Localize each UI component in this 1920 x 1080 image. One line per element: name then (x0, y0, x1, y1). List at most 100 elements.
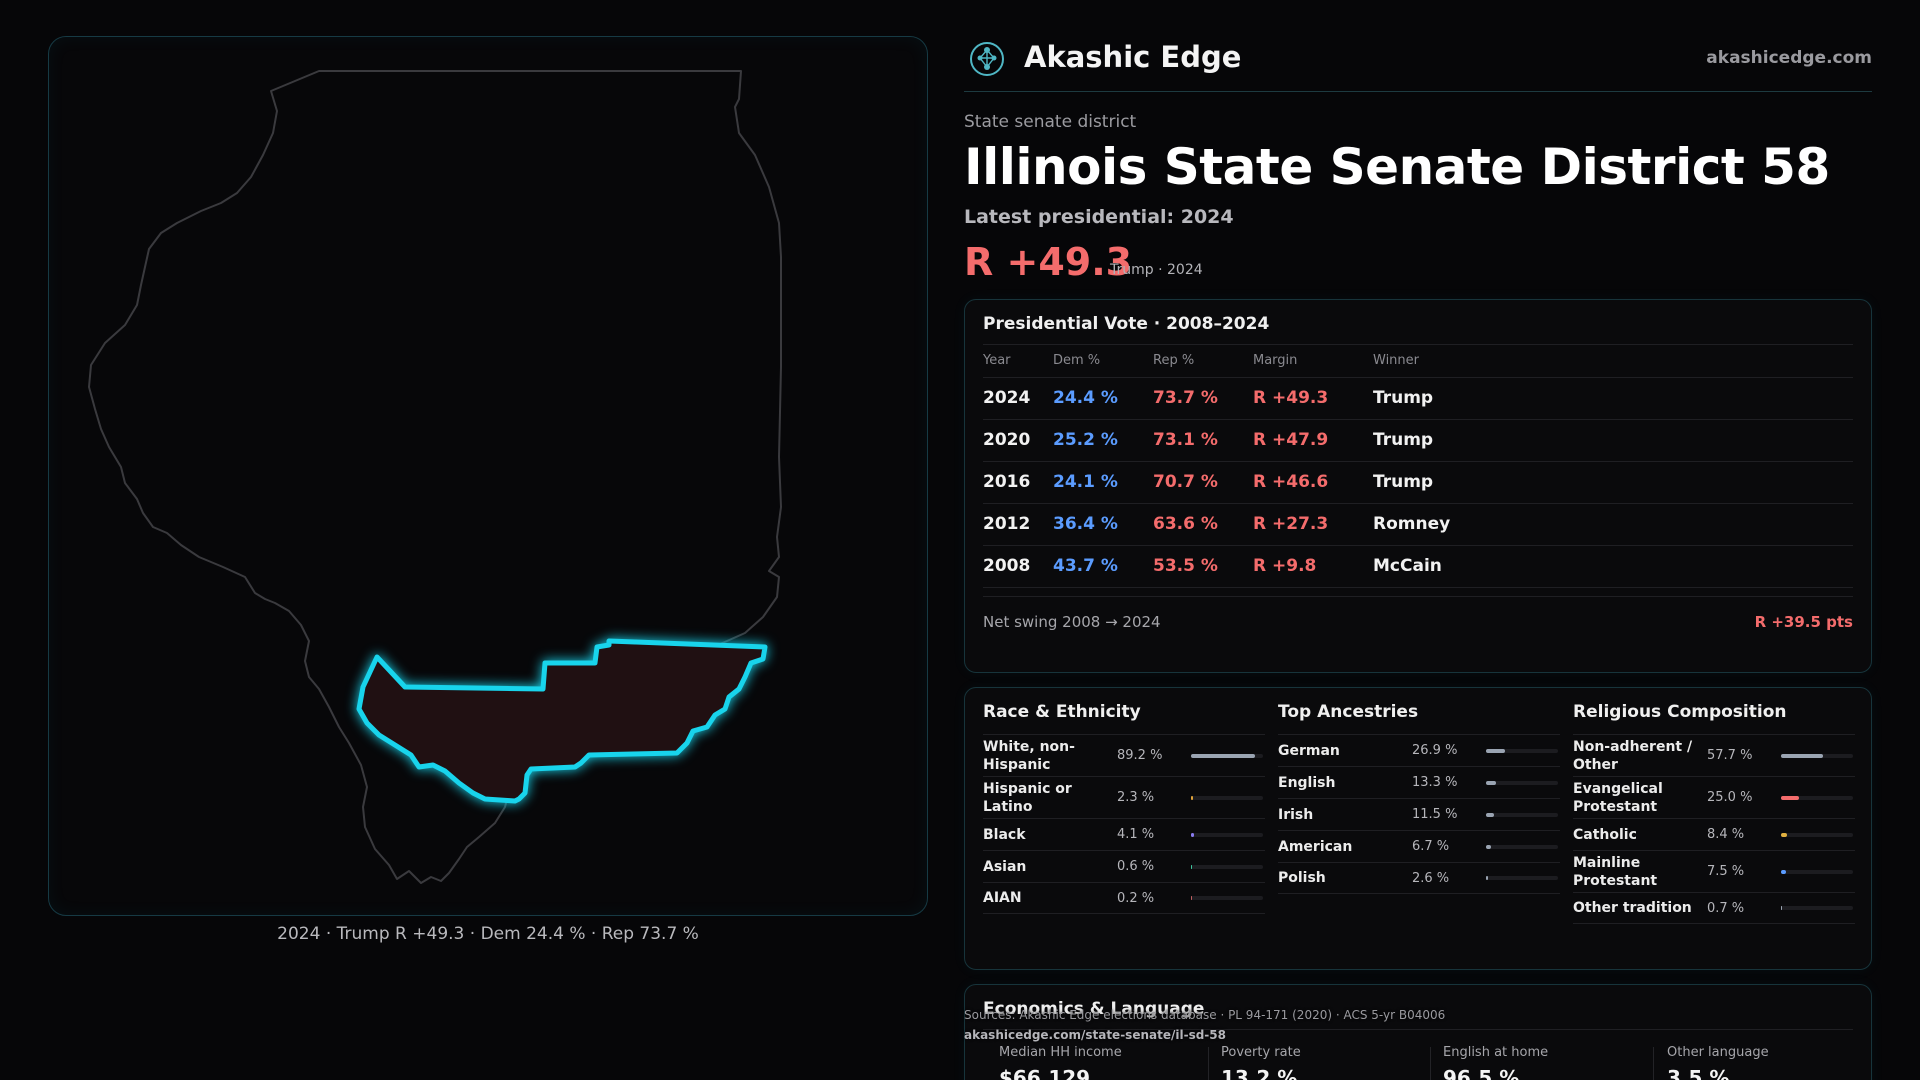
percent-bar (1191, 832, 1263, 837)
econ-label: English at home (1443, 1045, 1549, 1060)
margin-cell: R +46.6 (1253, 461, 1373, 504)
brand-name[interactable]: Akashic Edge (1024, 40, 1242, 74)
percent-bar (1781, 869, 1853, 874)
item-label: Catholic (1573, 826, 1637, 843)
item-value: 0.6 % (1117, 859, 1155, 874)
ancestry-section-title: Top Ancestries (1278, 702, 1419, 722)
winner-cell: Trump (1373, 419, 1853, 462)
table-row: 2020 25.2 % 73.1 % R +47.9 Trump (983, 419, 1853, 462)
list-item: Non-adherent / Other 57.7 % (1573, 734, 1855, 776)
item-label: Irish (1278, 806, 1314, 823)
percent-bar (1191, 896, 1263, 900)
year-cell: 2016 (983, 461, 1053, 504)
percent-bar (1486, 780, 1558, 785)
margin-cell: R +9.8 (1253, 545, 1373, 588)
item-value: 8.4 % (1707, 827, 1745, 842)
table-header-row: Year Dem % Rep % Margin Winner (983, 345, 1853, 378)
item-value: 0.2 % (1117, 890, 1155, 906)
brand-url-link[interactable]: akashicedge.com (1706, 48, 1872, 68)
list-item: American 6.7 % (1278, 830, 1560, 862)
table-row: 2024 24.4 % 73.7 % R +49.3 Trump (983, 377, 1853, 420)
list-item: Asian 0.6 % (983, 850, 1265, 882)
tree-of-life-icon[interactable] (968, 40, 1006, 78)
list-item: Other tradition 0.7 % (1573, 892, 1855, 924)
percent-bar (1781, 753, 1853, 758)
religion-section: Religious Composition Non-adherent / Oth… (1573, 702, 1855, 924)
year-cell: 2024 (983, 377, 1053, 420)
divider (1208, 1047, 1209, 1080)
rep-pct-cell: 53.5 % (1153, 545, 1253, 588)
page-title: Illinois State Senate District 58 (964, 138, 1830, 196)
rep-pct-cell: 63.6 % (1153, 503, 1253, 546)
percent-bar-fill (1191, 753, 1256, 758)
percent-bar (1191, 864, 1263, 869)
percent-bar (1781, 906, 1853, 910)
econ-value: 96.5 % (1443, 1066, 1520, 1080)
percent-bar-fill (1486, 780, 1496, 785)
year-cell: 2020 (983, 419, 1053, 462)
item-value: 7.5 % (1707, 864, 1745, 879)
percent-bar-fill (1191, 832, 1194, 837)
brand-header: Akashic Edge akashicedge.com (964, 36, 1872, 92)
economics-card-title: Economics & Language (983, 999, 1205, 1019)
economics-language-card: Economics & Language Median HH income $6… (964, 984, 1872, 1080)
item-value: 2.6 % (1412, 870, 1450, 886)
map-panel[interactable] (48, 36, 928, 916)
item-label: Other tradition (1573, 900, 1692, 916)
year-cell: 2008 (983, 545, 1053, 588)
district-58-shape[interactable] (356, 638, 768, 804)
sources-url-link[interactable]: akashicedge.com/state-senate/il-sd-58 (964, 1028, 1226, 1042)
item-value: 11.5 % (1412, 807, 1458, 822)
econ-value: 13.2 % (1221, 1066, 1298, 1080)
list-item: Irish 11.5 % (1278, 798, 1560, 830)
divider (983, 1029, 1853, 1030)
religion-section-title: Religious Composition (1573, 702, 1787, 722)
econ-other-language: Other language 3.5 % (1667, 1045, 1877, 1080)
table-row: 2012 36.4 % 63.6 % R +27.3 Romney (983, 503, 1853, 546)
item-label: Polish (1278, 870, 1326, 886)
margin-cell: R +47.9 (1253, 419, 1373, 462)
item-label: German (1278, 742, 1340, 759)
item-value: 25.0 % (1707, 790, 1753, 805)
econ-label: Poverty rate (1221, 1045, 1301, 1060)
divider (1653, 1047, 1654, 1080)
item-label: Non-adherent / Other (1573, 738, 1693, 773)
list-item: Mainline Protestant 7.5 % (1573, 850, 1855, 892)
item-value: 26.9 % (1412, 743, 1458, 758)
sources-footer: Sources: Akashic Edge elections database… (964, 1005, 1445, 1045)
item-label: Black (983, 826, 1026, 843)
column-header-dem: Dem % (1053, 345, 1153, 378)
net-swing-row: Net swing 2008 → 2024 R +39.5 pts (983, 595, 1853, 648)
list-item: English 13.3 % (1278, 766, 1560, 798)
item-value: 57.7 % (1707, 748, 1753, 763)
presidential-table: Year Dem % Rep % Margin Winner 2024 24.4 … (983, 345, 1853, 588)
district-map[interactable] (49, 37, 929, 917)
dem-pct-cell: 43.7 % (1053, 545, 1153, 588)
list-item: Black 4.1 % (983, 818, 1265, 850)
percent-bar-fill (1486, 748, 1506, 753)
percent-bar-fill (1781, 869, 1787, 874)
item-value: 4.1 % (1117, 827, 1155, 842)
item-label: Asian (983, 858, 1027, 875)
rep-pct-cell: 70.7 % (1153, 461, 1253, 504)
percent-bar-fill (1781, 906, 1782, 910)
econ-label: Other language (1667, 1045, 1769, 1060)
econ-median-income: Median HH income $66,129 (999, 1045, 1209, 1080)
item-label: American (1278, 838, 1353, 855)
column-header-winner: Winner (1373, 345, 1853, 378)
list-item: White, non-Hispanic 89.2 % (983, 734, 1265, 776)
headline-margin-subtitle: Trump · 2024 (1110, 262, 1203, 278)
dem-pct-cell: 24.4 % (1053, 377, 1153, 420)
dem-pct-cell: 25.2 % (1053, 419, 1153, 462)
item-label: Evangelical Protestant (1573, 780, 1663, 815)
list-item: AIAN 0.2 % (983, 882, 1265, 914)
latest-presidential-label: Latest presidential: 2024 (964, 206, 1234, 228)
econ-english-at-home: English at home 96.5 % (1443, 1045, 1653, 1080)
headline-margin-row: R +49.3 Trump · 2024 (964, 240, 1872, 288)
percent-bar-fill (1781, 753, 1823, 758)
presidential-card-title: Presidential Vote · 2008–2024 (983, 314, 1270, 334)
dem-pct-cell: 24.1 % (1053, 461, 1153, 504)
list-item: Evangelical Protestant 25.0 % (1573, 776, 1855, 818)
column-header-rep: Rep % (1153, 345, 1253, 378)
winner-cell: Trump (1373, 461, 1853, 504)
